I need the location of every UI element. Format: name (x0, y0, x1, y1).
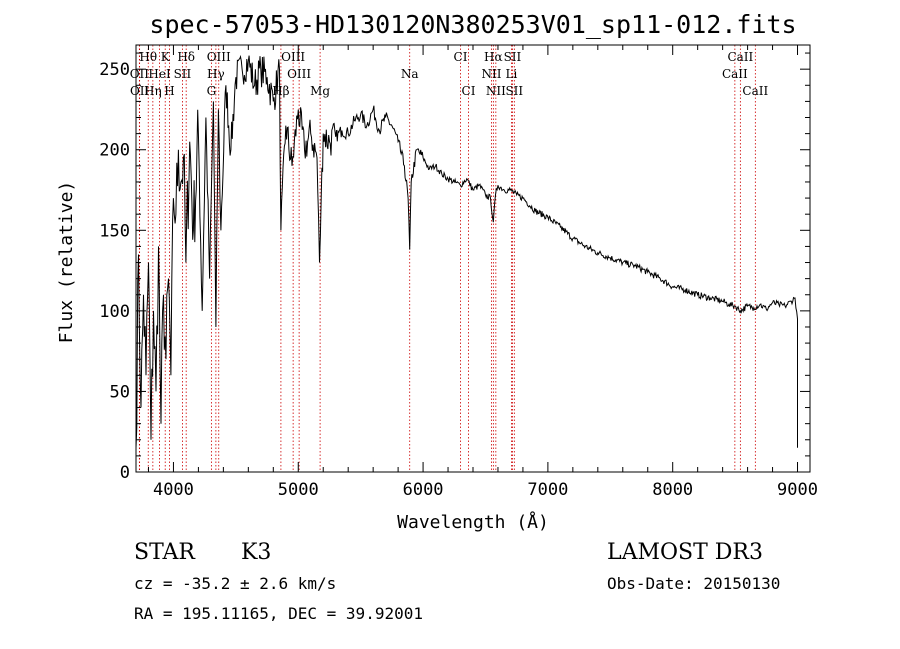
y-axis-label: Flux (relative) (56, 181, 77, 344)
y-tick-label: 250 (99, 60, 130, 80)
line-label: SII (504, 50, 522, 64)
line-label: Na (401, 67, 419, 81)
line-label: CaII (722, 67, 748, 81)
line-label: OIII (207, 50, 231, 64)
x-tick-label: 6000 (403, 480, 444, 500)
line-label: CI (454, 50, 468, 64)
line-label: CaII (742, 84, 768, 98)
chart-title: spec-57053-HD130120N380253V01_sp11-012.f… (149, 10, 796, 39)
x-tick-label: 9000 (777, 480, 818, 500)
y-tick-label: 0 (120, 463, 130, 483)
line-label: HeI (148, 67, 171, 81)
line-label: Hγ (207, 67, 225, 81)
line-label: H (164, 84, 174, 98)
line-label: OIII (287, 67, 311, 81)
line-label: CI (462, 84, 476, 98)
y-tick-label: 100 (99, 302, 130, 322)
y-tick-label: 150 (99, 221, 130, 241)
line-label: Mg (310, 84, 330, 98)
class-label: STAR (134, 540, 196, 565)
line-label: OII (130, 84, 150, 98)
x-tick-label: 4000 (153, 480, 194, 500)
line-label: OIII (281, 50, 305, 64)
line-label: K (161, 50, 171, 64)
y-axis-ticks: 0 50 100 150 200 250 (99, 52, 810, 483)
x-tick-label: 7000 (527, 480, 568, 500)
spectral-line-markers (138, 45, 756, 472)
line-label: Hα (484, 50, 503, 64)
line-label: G (207, 84, 217, 98)
line-label: SII (505, 84, 523, 98)
redshift-text: cz = -35.2 ± 2.6 km/s (134, 574, 336, 593)
x-tick-label: 8000 (652, 480, 693, 500)
x-axis-label: Wavelength (Å) (397, 511, 549, 533)
line-label: Hβ (272, 84, 289, 98)
line-label: CaII (727, 50, 753, 64)
line-label: NII (481, 67, 501, 81)
subclass-label: K3 (241, 540, 271, 565)
obs-date-text: Obs-Date: 20150130 (607, 574, 780, 593)
plot-frame (135, 44, 811, 473)
x-axis-ticks: 4000 5000 6000 7000 8000 9000 (147, 45, 818, 500)
line-label: Hθ (139, 50, 157, 64)
ra-dec-text: RA = 195.11165, DEC = 39.92001 (134, 604, 423, 623)
y-tick-label: 50 (110, 382, 130, 402)
line-label: SII (174, 67, 192, 81)
line-label: Li (506, 67, 518, 81)
x-tick-label: 5000 (278, 480, 319, 500)
y-tick-label: 200 (99, 141, 130, 161)
survey-label: LAMOST DR3 (607, 540, 763, 565)
flux-series-line (135, 54, 798, 448)
line-label: Hδ (177, 50, 195, 64)
line-label: OII (130, 67, 150, 81)
line-label: Hη (144, 84, 162, 98)
line-label: NII (486, 84, 506, 98)
